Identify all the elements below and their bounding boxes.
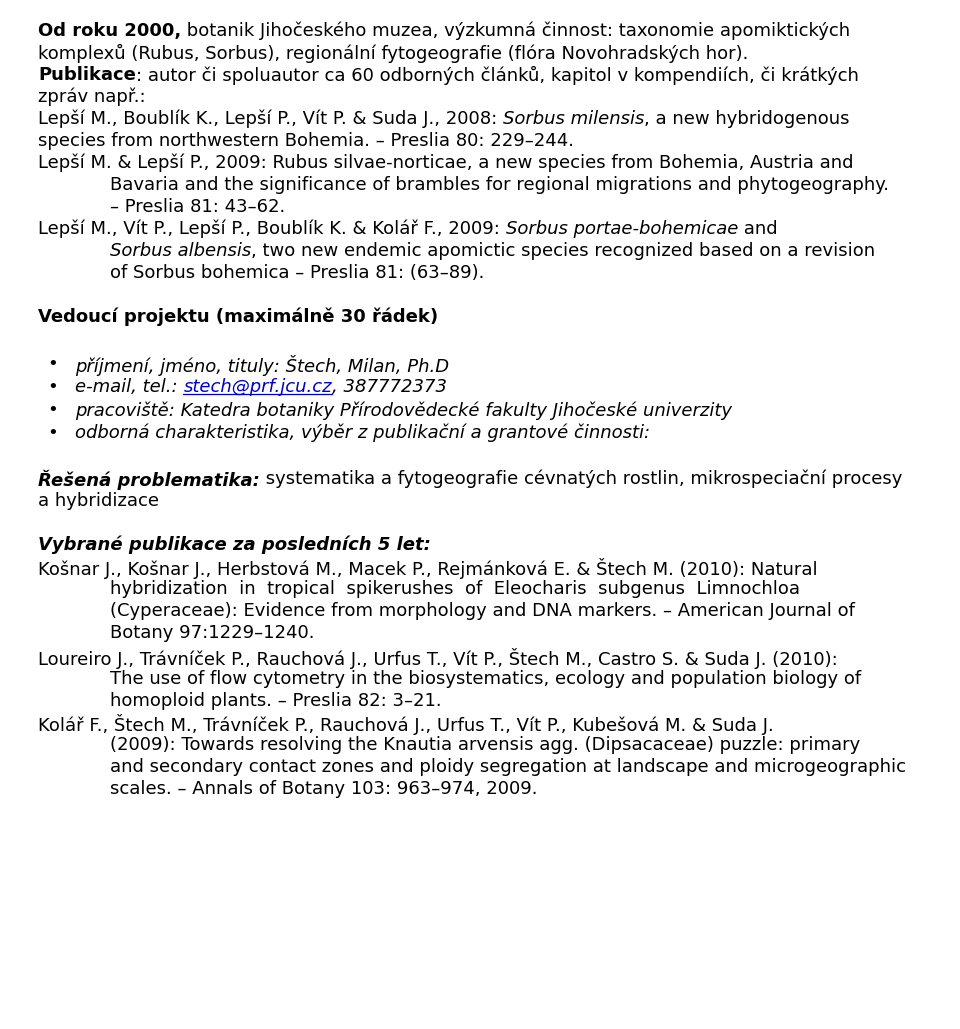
Text: , a new hybridogenous: , a new hybridogenous <box>644 110 850 128</box>
Text: pracoviště: Katedra botaniky Přírodovědecké fakulty Jihočeské univerzity: pracoviště: Katedra botaniky Přírodověde… <box>75 401 732 420</box>
Text: Sorbus portae-bohemicae: Sorbus portae-bohemicae <box>506 220 738 238</box>
Text: species from northwestern Bohemia. – Preslia 80: 229–244.: species from northwestern Bohemia. – Pre… <box>38 132 574 150</box>
Text: hybridization  in  tropical  spikerushes  of  Eleocharis  subgenus  Limnochloa: hybridization in tropical spikerushes of… <box>110 580 800 598</box>
Text: Košnar J., Košnar J., Herbstová M., Macek P., Rejmánková E. & Štech M. (2010): N: Košnar J., Košnar J., Herbstová M., Mace… <box>38 558 818 579</box>
Text: The use of flow cytometry in the biosystematics, ecology and population biology : The use of flow cytometry in the biosyst… <box>110 670 861 688</box>
Text: botanik Jihočeského muzea, výzkumná činnost: taxonomie apomiktických: botanik Jihočeského muzea, výzkumná činn… <box>181 22 851 40</box>
Text: and secondary contact zones and ploidy segregation at landscape and microgeograp: and secondary contact zones and ploidy s… <box>110 758 906 776</box>
Text: příjmení, jméno, tituly: Štech, Milan, Ph.D: příjmení, jméno, tituly: Štech, Milan, P… <box>75 355 449 376</box>
Text: Publikace: Publikace <box>38 66 136 84</box>
Text: •: • <box>47 355 58 372</box>
Text: Vybrané publikace za posledních 5 let:: Vybrané publikace za posledních 5 let: <box>38 536 431 555</box>
Text: a hybridizace: a hybridizace <box>38 492 159 510</box>
Text: Lepší M. & Lepší P., 2009: Rubus silvae-norticae, a new species from Bohemia, Au: Lepší M. & Lepší P., 2009: Rubus silvae-… <box>38 154 853 173</box>
Text: Lepší M., Vít P., Lepší P., Boublík K. & Kolář F., 2009:: Lepší M., Vít P., Lepší P., Boublík K. &… <box>38 220 506 239</box>
Text: Řešená problematika:: Řešená problematika: <box>38 470 260 490</box>
Text: : autor či spoluautor ca 60 odborných článků, kapitol v kompendiích, či krátkých: : autor či spoluautor ca 60 odborných čl… <box>136 66 859 85</box>
Text: (2009): Towards resolving the Knautia arvensis agg. (Dipsacaceae) puzzle: primar: (2009): Towards resolving the Knautia ar… <box>110 736 860 754</box>
Text: systematika a fytogeografie cévnatých rostlin, mikrospeciační procesy: systematika a fytogeografie cévnatých ro… <box>260 470 902 489</box>
Text: Loureiro J., Trávníček P., Rauchová J., Urfus T., Vít P., Štech M., Castro S. & : Loureiro J., Trávníček P., Rauchová J., … <box>38 648 838 669</box>
Text: scales. – Annals of Botany 103: 963–974, 2009.: scales. – Annals of Botany 103: 963–974,… <box>110 780 538 799</box>
Text: (Cyperaceae): Evidence from morphology and DNA markers. – American Journal of: (Cyperaceae): Evidence from morphology a… <box>110 602 854 620</box>
Text: , 387772373: , 387772373 <box>332 378 447 396</box>
Text: Od roku 2000,: Od roku 2000, <box>38 22 181 40</box>
Text: , two new endemic apomictic species recognized based on a revision: , two new endemic apomictic species reco… <box>252 242 876 260</box>
Text: Kolář F., Štech M., Trávníček P., Rauchová J., Urfus T., Vít P., Kubešová M. & S: Kolář F., Štech M., Trávníček P., Raucho… <box>38 714 774 735</box>
Text: Vedoucí projektu (maximálně 30 řádek): Vedoucí projektu (maximálně 30 řádek) <box>38 308 438 326</box>
Text: komplexů (Rubus, Sorbus), regionální fytogeografie (flóra Novohradských hor).: komplexů (Rubus, Sorbus), regionální fyt… <box>38 44 749 63</box>
Text: Sorbus albensis: Sorbus albensis <box>110 242 252 260</box>
Text: Sorbus milensis: Sorbus milensis <box>503 110 644 128</box>
Text: •: • <box>47 401 58 419</box>
Text: of Sorbus bohemica – Preslia 81: (63–89).: of Sorbus bohemica – Preslia 81: (63–89)… <box>110 264 485 282</box>
Text: Lepší M., Boublík K., Lepší P., Vít P. & Suda J., 2008:: Lepší M., Boublík K., Lepší P., Vít P. &… <box>38 110 503 129</box>
Text: and: and <box>738 220 778 238</box>
Text: zpráv např.:: zpráv např.: <box>38 88 146 106</box>
Text: homoploid plants. – Preslia 82: 3–21.: homoploid plants. – Preslia 82: 3–21. <box>110 691 442 710</box>
Text: Bavaria and the significance of brambles for regional migrations and phytogeogra: Bavaria and the significance of brambles… <box>110 176 889 194</box>
Text: odborná charakteristika, výběr z publikační a grantové činnosti:: odborná charakteristika, výběr z publika… <box>75 424 650 442</box>
Text: – Preslia 81: 43–62.: – Preslia 81: 43–62. <box>110 198 285 216</box>
Text: •: • <box>47 378 58 396</box>
Text: stech@prf.jcu.cz: stech@prf.jcu.cz <box>183 378 332 396</box>
Text: •: • <box>47 424 58 442</box>
Text: e-mail, tel.:: e-mail, tel.: <box>75 378 183 396</box>
Text: Botany 97:1229–1240.: Botany 97:1229–1240. <box>110 624 315 642</box>
